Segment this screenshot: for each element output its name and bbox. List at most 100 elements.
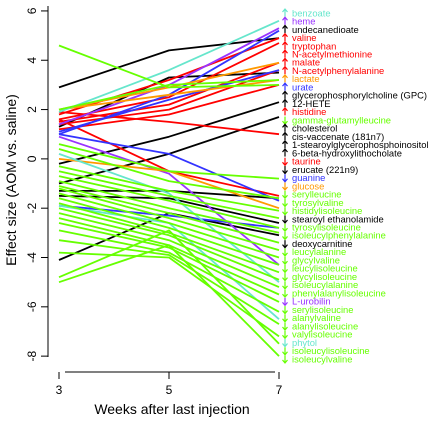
arrow-down-icon xyxy=(282,219,288,224)
y-axis-title: Effect size (AOM vs. saline) xyxy=(3,94,19,266)
metabolite-label: leucylisoleucine xyxy=(292,263,358,274)
arrow-down-icon xyxy=(282,301,288,307)
metabolite-label: glycylvaline xyxy=(292,254,340,265)
arrow-up-icon xyxy=(282,123,288,128)
arrow-down-icon xyxy=(282,351,288,356)
metabolite-label: benzoate xyxy=(292,7,331,18)
series-line-40 xyxy=(58,212,280,288)
arrow-down-icon xyxy=(282,194,288,200)
metabolite-label: valylisoleucine xyxy=(292,329,352,340)
series-line-31 xyxy=(58,170,280,219)
series-line-2 xyxy=(58,101,280,165)
arrow-down-icon xyxy=(282,244,288,249)
metabolite-label: isoleucylisoleucine xyxy=(292,345,370,356)
series-line-0 xyxy=(58,37,280,89)
series-line-46 xyxy=(58,229,280,345)
arrow-up-icon xyxy=(282,32,288,38)
metabolite-label: undecanedioate xyxy=(292,24,359,35)
arrow-down-icon xyxy=(282,186,288,191)
metabolite-label: N-acetylphenylalanine xyxy=(292,65,384,76)
arrow-down-icon xyxy=(282,318,288,323)
metabolite-label: guanine xyxy=(292,172,325,183)
series-line-38 xyxy=(58,202,280,274)
metabolite-label: isoleucylalanine xyxy=(292,279,358,290)
x-tick-label: 5 xyxy=(166,383,173,397)
series-line-47 xyxy=(58,244,280,357)
arrow-down-icon xyxy=(282,293,288,299)
metabolite-label: glycerophosphorylcholine (GPC) xyxy=(292,90,427,101)
series-line-12 xyxy=(58,111,280,136)
series-line-43 xyxy=(58,229,280,313)
y-tick-label: -8 xyxy=(25,350,39,361)
series-line-16 xyxy=(58,133,280,202)
metabolite-label: taurine xyxy=(292,156,321,167)
arrow-down-icon xyxy=(282,359,288,364)
arrow-up-icon xyxy=(282,90,288,95)
metabolite-label: phenylalanylisoleucine xyxy=(292,287,386,298)
arrow-down-icon xyxy=(282,178,288,183)
arrow-up-icon xyxy=(282,82,288,87)
arrow-down-icon xyxy=(282,236,288,241)
arrow-up-icon xyxy=(282,106,288,112)
y-tick-label: -4 xyxy=(25,252,39,263)
arrow-up-icon xyxy=(282,131,288,136)
arrow-up-icon xyxy=(282,41,288,46)
arrow-down-icon xyxy=(282,227,288,233)
y-tick-label: -6 xyxy=(25,301,39,312)
metabolite-label: erucate (221n9) xyxy=(292,164,358,175)
series-line-27 xyxy=(58,79,280,111)
series-line-23 xyxy=(58,19,280,113)
arrow-up-icon xyxy=(282,98,288,104)
y-tick-label: 4 xyxy=(25,57,39,64)
arrow-down-icon xyxy=(282,268,288,274)
series-line-45 xyxy=(58,251,280,338)
y-tick-label: 6 xyxy=(25,7,39,14)
series-line-10 xyxy=(58,69,280,126)
metabolite-label: heme xyxy=(292,16,315,27)
x-axis-title: Weeks after last injection xyxy=(94,401,249,417)
y-tick-label: 2 xyxy=(25,106,39,113)
metabolite-label: leucylalanine xyxy=(292,246,346,257)
axes: -8 -6 -4 -2 0 2 4 6 3 5 7 Weeks after last inject… xyxy=(3,6,283,417)
metabolite-label: 1-stearoylglycerophosphoinositol xyxy=(292,139,429,150)
arrow-down-icon xyxy=(282,211,288,216)
metabolite-label: lactate xyxy=(292,73,320,84)
metabolite-label: 12-HETE xyxy=(292,98,331,109)
metabolite-label: tryptophan xyxy=(292,40,336,51)
metabolite-label: 6-beta-hydroxylithocholate xyxy=(292,147,402,158)
arrow-down-icon xyxy=(282,343,288,348)
series-line-34 xyxy=(58,185,280,244)
metabolite-label: isoleucylphenylalanine xyxy=(292,230,386,241)
metabolite-label: tyrosylisoleucine xyxy=(292,221,361,232)
arrow-down-icon xyxy=(282,334,288,340)
series-line-44 xyxy=(58,239,280,325)
metabolite-label: deoxycarnitine xyxy=(292,238,352,249)
arrow-up-icon xyxy=(282,24,288,29)
metabolite-label: cis-vaccenate (181n7) xyxy=(292,131,384,142)
series-line-19 xyxy=(58,135,280,266)
x-tick-label: 7 xyxy=(276,383,283,397)
arrow-up-icon xyxy=(282,8,288,13)
x-ticks: 3 5 7 xyxy=(56,372,283,397)
series-line-32 xyxy=(58,175,280,229)
x-tick-label: 3 xyxy=(56,383,63,397)
metabolite-label: L-urobilin xyxy=(292,296,331,307)
metabolite-label: malate xyxy=(292,57,320,68)
series-line-37 xyxy=(58,197,280,266)
arrow-down-icon xyxy=(282,277,288,282)
arrow-up-icon xyxy=(282,148,288,153)
metabolite-label: alanylvaline xyxy=(292,312,341,323)
metabolite-label: gamma-glutamylleucine xyxy=(292,114,391,125)
metabolite-label: tyrosylvaline xyxy=(292,197,344,208)
metabolite-label: phytol xyxy=(292,337,317,348)
arrow-up-icon xyxy=(282,16,288,21)
metabolite-label: histidylisoleucine xyxy=(292,205,362,216)
arrow-up-icon xyxy=(282,65,288,71)
metabolite-label: glucose xyxy=(292,180,324,191)
series-line-29 xyxy=(58,148,280,200)
series-line-5 xyxy=(58,195,280,224)
metabolite-label: urate xyxy=(292,81,313,92)
arrow-down-icon xyxy=(282,170,288,175)
metabolite-label: alanylisoleucine xyxy=(292,320,358,331)
